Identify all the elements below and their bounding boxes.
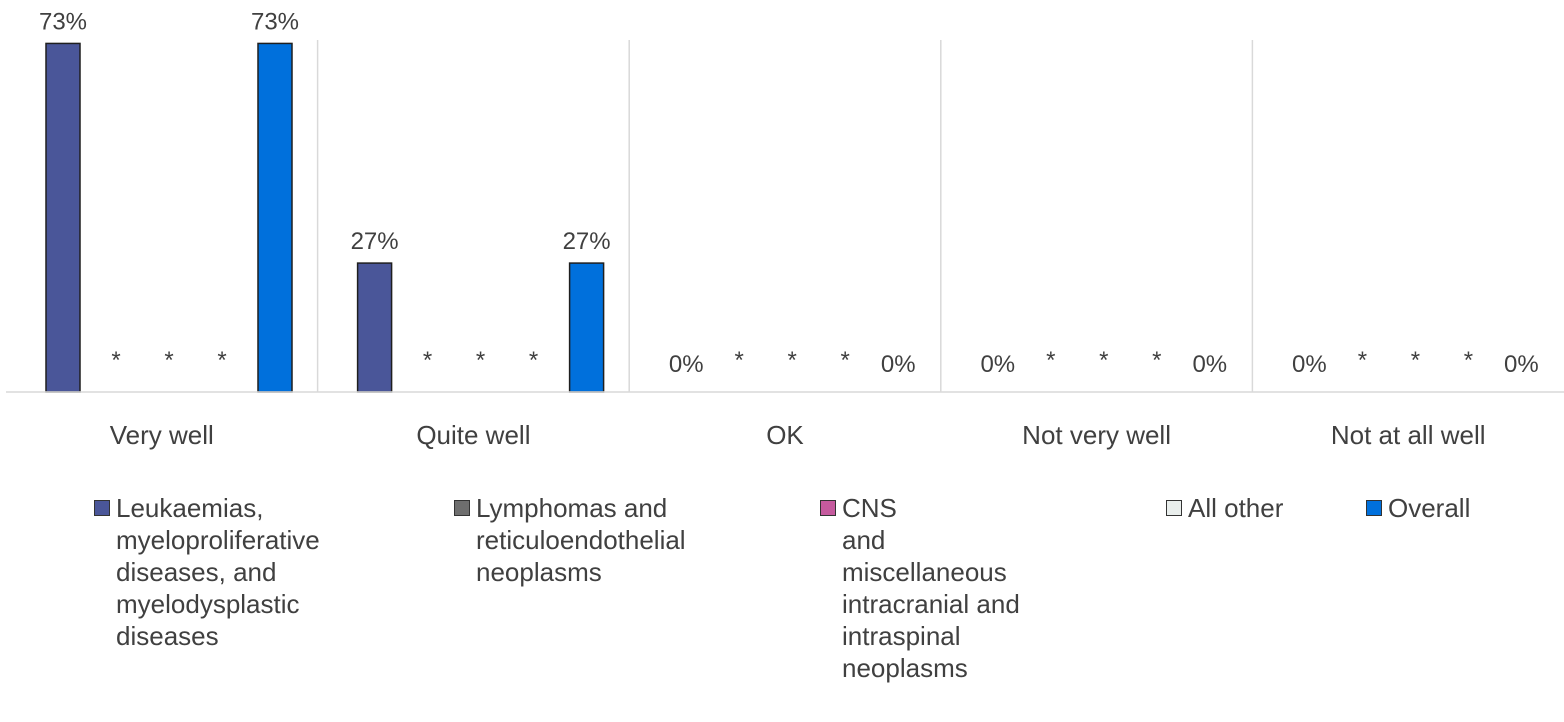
data-label: 27%	[351, 228, 399, 255]
suppressed-value-marker: *	[841, 347, 850, 374]
suppressed-value-marker: *	[217, 347, 226, 374]
suppressed-value-marker: *	[476, 347, 485, 374]
data-label: 0%	[1504, 351, 1539, 378]
chart-data-labels: 73% * * * 73% 27% * * * 27% 0% * * * 0% 0% * * * 0% 0% * * * 0%	[39, 8, 1539, 378]
suppressed-value-marker: *	[1152, 347, 1161, 374]
bar	[356, 262, 393, 393]
x-tick-label: Quite well	[416, 420, 530, 450]
chart-x-tick-labels: Very well Quite well OK Not very well Not at…	[110, 420, 1486, 450]
chart-bars	[45, 42, 605, 393]
chart-gridlines	[316, 40, 1254, 392]
x-tick-label: Very well	[110, 420, 214, 450]
bar	[568, 262, 605, 393]
data-label: 73%	[251, 8, 299, 35]
data-label: 27%	[563, 228, 611, 255]
x-tick-label: OK	[766, 420, 804, 450]
x-tick-label: Not very well	[1022, 420, 1171, 450]
bar	[257, 42, 293, 393]
bar	[45, 42, 81, 393]
suppressed-value-marker: *	[164, 347, 173, 374]
data-label: 0%	[1292, 351, 1327, 378]
suppressed-value-marker: *	[735, 347, 744, 374]
data-label: 0%	[669, 351, 704, 378]
suppressed-value-marker: *	[1046, 347, 1055, 374]
suppressed-value-marker: *	[111, 347, 120, 374]
data-label: 0%	[881, 351, 916, 378]
x-tick-label: Not at all well	[1331, 420, 1486, 450]
data-label: 0%	[980, 351, 1015, 378]
suppressed-value-marker: *	[529, 347, 538, 374]
suppressed-value-marker: *	[1358, 347, 1367, 374]
data-label: 0%	[1192, 351, 1227, 378]
suppressed-value-marker: *	[1099, 347, 1108, 374]
suppressed-value-marker: *	[788, 347, 797, 374]
data-label: 73%	[39, 8, 87, 35]
suppressed-value-marker: *	[423, 347, 432, 374]
suppressed-value-marker: *	[1411, 347, 1420, 374]
suppressed-value-marker: *	[1464, 347, 1473, 374]
